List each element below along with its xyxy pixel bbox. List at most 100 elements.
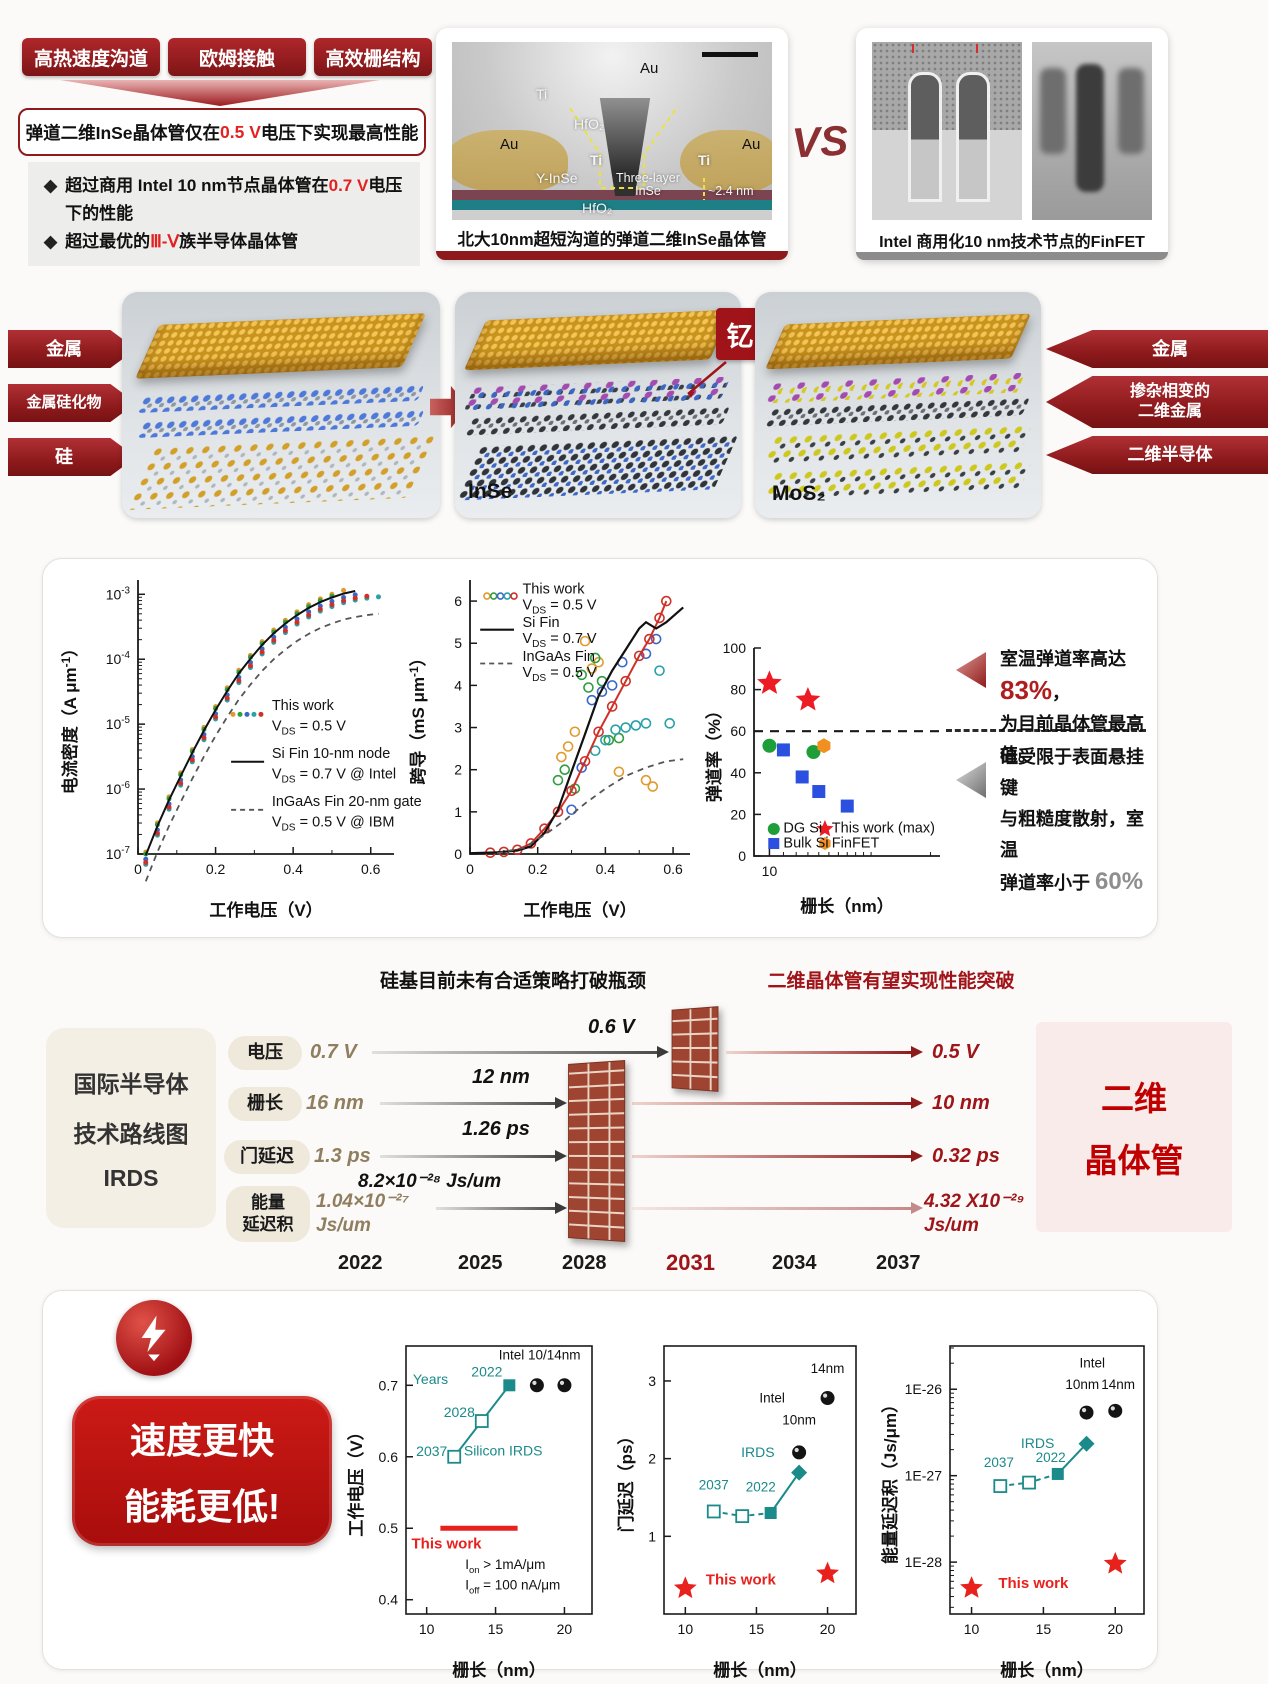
svg-text:Ioff = 100 nA/μm: Ioff = 100 nA/μm	[465, 1578, 560, 1597]
label-hfo2-top: HfO₂	[574, 116, 605, 132]
year-2025: 2025	[458, 1252, 503, 1274]
slogan-line2: 能耗更低!	[124, 1486, 280, 1527]
svg-text:工作电压（V）: 工作电压（V）	[523, 900, 636, 920]
svg-text:VDS = 0.5 V: VDS = 0.5 V	[522, 598, 596, 617]
delay-arrow-red	[632, 1150, 923, 1162]
label-ti-top: Ti	[536, 86, 548, 102]
svg-text:80: 80	[730, 682, 746, 698]
label-hfo2-bottom: HfO₂	[582, 200, 613, 216]
svg-text:VDS = 0.5 V: VDS = 0.5 V	[272, 719, 346, 738]
svg-text:10nm: 10nm	[782, 1412, 816, 1427]
svg-text:14nm: 14nm	[1101, 1377, 1135, 1392]
svg-text:工作电压（V）: 工作电压（V）	[346, 1423, 366, 1536]
label-y-inse: Y-InSe	[536, 170, 578, 186]
main-claim-title: 弹道二维InSe晶体管仅在 0.5 V 电压下实现最高性能	[18, 108, 426, 156]
svg-text:60: 60	[730, 723, 746, 739]
svg-text:0.6: 0.6	[663, 861, 683, 877]
value-60-percent: 60%	[1095, 868, 1144, 895]
svg-text:2022: 2022	[746, 1479, 776, 1494]
delay-arrow-gray	[380, 1150, 567, 1162]
performance-charts-panel	[42, 558, 1158, 938]
svg-text:1E-26: 1E-26	[905, 1381, 943, 1397]
voltage-arrow-red	[726, 1046, 923, 1058]
gate-dashed-outline	[569, 105, 705, 200]
svg-text:1: 1	[648, 1528, 656, 1544]
voltage-arrow-gray	[372, 1046, 669, 1058]
feature-badge-contact: 欧姆接触	[168, 38, 306, 76]
2d-transistor-box: 二维 晶体管	[1036, 1022, 1232, 1232]
svg-text:15: 15	[488, 1621, 504, 1637]
delay-wall-value: 1.26 ps	[462, 1118, 530, 1140]
brick-wall-voltage	[671, 1006, 719, 1092]
caption-underline	[436, 251, 788, 260]
finfet-cross-section-image	[1032, 42, 1152, 220]
mos2-structure-render	[755, 292, 1041, 518]
svg-text:5: 5	[454, 635, 462, 651]
row-label-delay: 门延迟	[224, 1140, 310, 1174]
svg-text:0.4: 0.4	[283, 861, 303, 877]
svg-text:0: 0	[134, 861, 142, 877]
roadmap-header-silicon: 硅基目前未有合适策略打破瓶颈	[379, 971, 646, 992]
edp-arrow-gray	[436, 1202, 567, 1214]
svg-text:10-6: 10-6	[106, 780, 131, 797]
intel-finfet-card: Intel 商用化10 nm技术节点的FinFET	[856, 28, 1168, 260]
ribbon-2d-semiconductor: 二维半导体	[1046, 436, 1268, 474]
svg-text:0.7: 0.7	[379, 1377, 399, 1393]
chart-operating-voltage: 10 15 20 0.4 0.5 0.6 0.7 Intel 10/14nm Years 2022…	[346, 1345, 593, 1680]
svg-text:40: 40	[730, 765, 746, 781]
chart-gate-delay: 10 15 20 1 2 3 14nm Intel 10nm IRDS 2037 2022 This w…	[616, 1345, 857, 1680]
svg-text:栅长（nm）: 栅长（nm）	[800, 896, 894, 916]
row-label-edp: 能量 延迟积	[226, 1186, 310, 1242]
key-point-text: 超过最优的Ⅲ-Ⅴ族半导体晶体管	[65, 232, 299, 252]
fin-side-blob	[1118, 68, 1144, 154]
svg-text:FinFET: FinFET	[832, 835, 880, 851]
vs-text: VS	[790, 116, 850, 167]
svg-text:0: 0	[738, 848, 746, 864]
svg-text:0.4: 0.4	[596, 861, 616, 877]
value-83-percent: 83%	[1000, 675, 1053, 705]
measure-tick	[912, 44, 914, 53]
svg-text:Ion > 1mA/μm: Ion > 1mA/μm	[465, 1557, 545, 1576]
feature-badge-label: 高热速度沟道	[33, 48, 148, 70]
gold-electrode-left	[452, 130, 568, 192]
svg-text:电流密度（A μm-1）: 电流密度（A μm-1）	[59, 640, 80, 794]
gatelength-arrow-red	[632, 1097, 923, 1109]
mos2-label: MoS₂	[772, 482, 826, 505]
year-2034: 2034	[772, 1252, 817, 1274]
svg-text:14nm: 14nm	[811, 1361, 845, 1376]
gate-metal-region	[872, 42, 1022, 130]
fin-structure	[908, 72, 942, 202]
down-chevron-decoration	[60, 80, 380, 106]
feature-badge-label: 欧姆接触	[198, 48, 275, 70]
scale-bar	[702, 52, 758, 57]
delay-end: 0.32 ps	[932, 1145, 1000, 1167]
ribbon-silicide: 金属硅化物	[8, 384, 136, 422]
feature-badge-gate: 高效栅结构	[314, 38, 432, 76]
edp-arrow-red	[632, 1202, 923, 1214]
label-au-left: Au	[500, 136, 519, 153]
svg-text:0.5: 0.5	[379, 1520, 399, 1536]
roadmap-header-2d: 二维晶体管有望实现性能突破	[767, 971, 1015, 992]
silicon-structure-render	[122, 292, 440, 518]
svg-text:20: 20	[730, 806, 746, 822]
title-text: 电压下实现最高性能	[260, 122, 419, 143]
irds-roadmap-box: 国际半导体 技术路线图 IRDS	[46, 1028, 216, 1228]
svg-text:2: 2	[648, 1451, 656, 1467]
svg-text:IRDS: IRDS	[741, 1444, 774, 1460]
svg-text:10: 10	[762, 863, 778, 879]
svg-text:1E-28: 1E-28	[905, 1554, 943, 1570]
finfet-tem-image	[872, 42, 1022, 220]
svg-text:InGaAs Fin 20-nm gate: InGaAs Fin 20-nm gate	[272, 794, 422, 810]
svg-text:0.2: 0.2	[206, 861, 226, 877]
year-2031: 2031	[666, 1250, 715, 1275]
gatelength-wall-value: 12 nm	[472, 1066, 530, 1088]
year-2022: 2022	[338, 1252, 383, 1274]
svg-text:20: 20	[820, 1621, 836, 1637]
label-three-layer: Three-layer InSe	[616, 171, 680, 198]
delay-start: 1.3 ps	[314, 1145, 371, 1167]
caption-underline-gray	[856, 252, 1168, 260]
svg-text:Si Fin: Si Fin	[522, 615, 559, 631]
structures-section: 金属 金属硅化物 硅 InSe 钇	[0, 288, 1268, 524]
